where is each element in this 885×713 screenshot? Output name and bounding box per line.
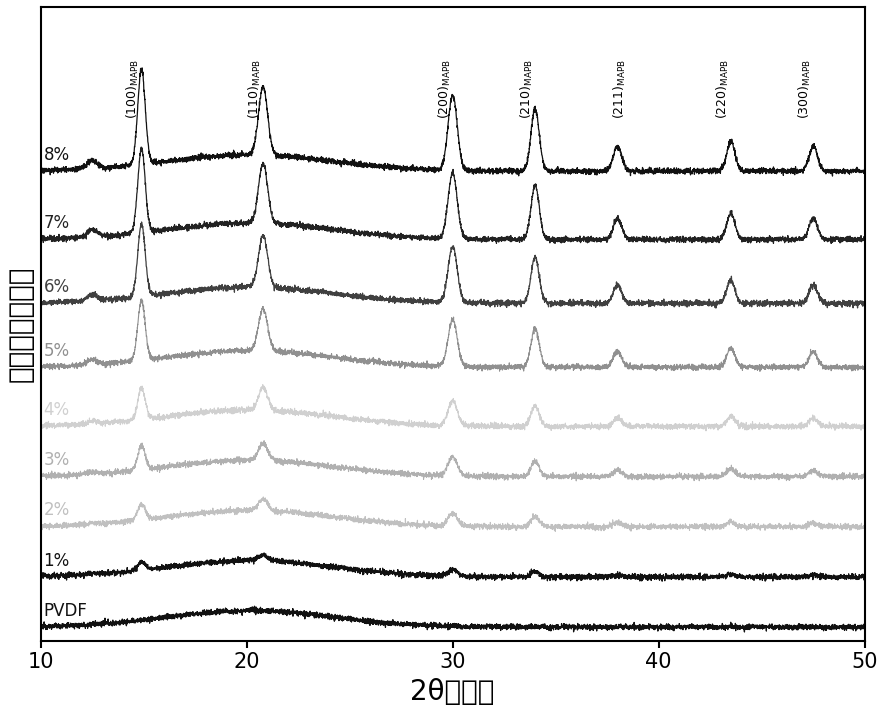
Text: 5%: 5% (43, 342, 70, 360)
Text: (300)$_\mathrm{MAPB}$: (300)$_\mathrm{MAPB}$ (797, 59, 813, 119)
Text: (211)$_\mathrm{MAPB}$: (211)$_\mathrm{MAPB}$ (612, 59, 627, 119)
X-axis label: 2θ（度）: 2θ（度） (411, 678, 495, 706)
Text: (110)$_\mathrm{MAPB}$: (110)$_\mathrm{MAPB}$ (247, 59, 263, 119)
Text: 8%: 8% (43, 145, 70, 164)
Text: (210)$_\mathrm{MAPB}$: (210)$_\mathrm{MAPB}$ (519, 59, 535, 119)
Text: 2%: 2% (43, 501, 70, 519)
Text: (100)$_\mathrm{MAPB}$: (100)$_\mathrm{MAPB}$ (126, 59, 142, 119)
Text: 6%: 6% (43, 278, 70, 296)
Y-axis label: 强度（归一化）: 强度（归一化） (7, 266, 35, 382)
Text: PVDF: PVDF (43, 602, 88, 620)
Text: (220)$_\mathrm{MAPB}$: (220)$_\mathrm{MAPB}$ (715, 59, 731, 119)
Text: 4%: 4% (43, 401, 70, 419)
Text: 7%: 7% (43, 214, 70, 232)
Text: 1%: 1% (43, 552, 70, 570)
Text: (200)$_\mathrm{MAPB}$: (200)$_\mathrm{MAPB}$ (436, 59, 452, 119)
Text: 3%: 3% (43, 451, 70, 469)
